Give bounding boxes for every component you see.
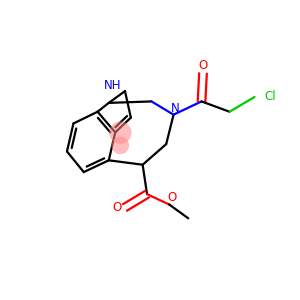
Text: NH: NH — [104, 79, 122, 92]
Circle shape — [112, 136, 129, 154]
Text: O: O — [112, 201, 122, 214]
Text: N: N — [171, 102, 179, 115]
Text: O: O — [167, 191, 177, 205]
Circle shape — [109, 122, 131, 144]
Text: Cl: Cl — [264, 91, 276, 103]
Text: O: O — [198, 59, 208, 72]
